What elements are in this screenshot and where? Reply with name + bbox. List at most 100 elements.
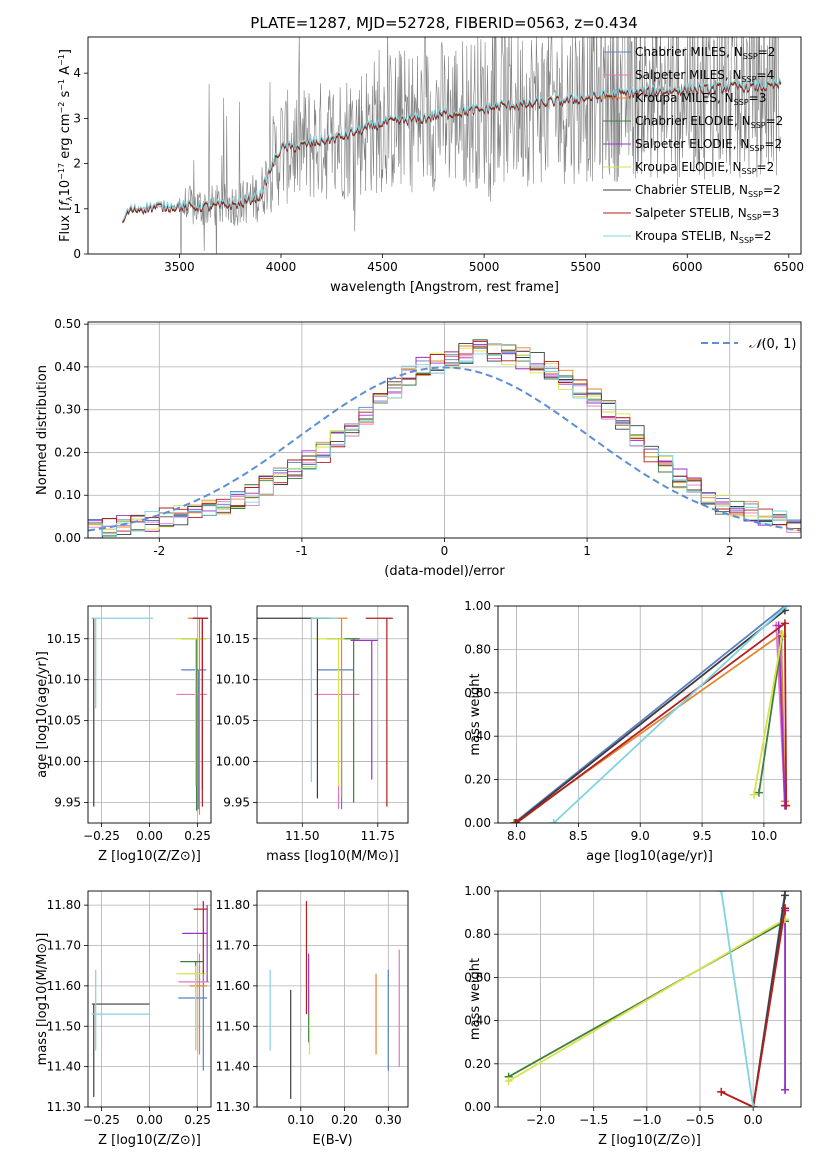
y-tick-label: 11.60 — [216, 979, 250, 993]
weight-line — [720, 908, 786, 1107]
plot-area — [498, 891, 801, 1107]
y-tick-label: 10.05 — [47, 714, 81, 728]
y-tick-label: 1.00 — [464, 599, 491, 613]
plot-area — [88, 322, 801, 538]
x-tick-label: 0.00 — [136, 1113, 163, 1127]
y-tick-label: 0.60 — [464, 686, 491, 700]
y-tick-label: 2 — [73, 157, 81, 171]
histogram-step — [88, 349, 801, 536]
y-tick-label: 0.30 — [54, 403, 81, 417]
y-tick-label: 11.50 — [216, 1019, 250, 1033]
plot-area — [257, 606, 408, 823]
y-tick-label: 0.40 — [464, 1014, 491, 1028]
spectrum-legend: Chabrier MILES, NSSP=2 Salpeter MILES, NS… — [603, 45, 783, 245]
weight-marker — [780, 619, 789, 628]
y-tick-label: 10.10 — [216, 673, 250, 687]
weight-marker — [511, 819, 520, 823]
x-tick-label: 0.10 — [287, 1113, 314, 1127]
x-tick-label: 9.0 — [631, 829, 650, 843]
x-tick-label: 0 — [441, 544, 449, 558]
legend-entry: Chabrier ELODIE, NSSP=2 — [635, 114, 783, 130]
panel-residuals: -2 -1 0 1 2 0.00 0.10 0.20 0.30 0.40 0.50 (data-mod… — [35, 317, 802, 579]
x-axis-label: E(B-V) — [312, 1133, 352, 1148]
x-tick-label: 0.20 — [331, 1113, 358, 1127]
y-axis-label: mass weight — [468, 958, 483, 1040]
y-tick-label: 0.20 — [464, 773, 491, 787]
y-axis-label: Normed distribution — [35, 365, 50, 495]
x-tick-label: 9.5 — [693, 829, 712, 843]
axes-frame — [87, 890, 212, 1108]
x-tick-label: 0.0 — [744, 1113, 763, 1127]
x-tick-label: 6500 — [774, 260, 805, 274]
y-tick-label: 11.80 — [216, 898, 250, 912]
plot-area — [88, 606, 211, 823]
x-tick-label: 4000 — [266, 260, 297, 274]
weight-line — [753, 634, 784, 795]
x-tick-label: 0.00 — [136, 829, 163, 843]
panel-age-vs-mass: 11.50 11.75 9.95 10.00 10.05 10.10 10.15 mass [… — [216, 605, 409, 864]
x-tick-label: 5500 — [570, 260, 601, 274]
legend-entry: Kroupa STELIB, NSSP=2 — [635, 229, 772, 245]
weight-line — [758, 636, 784, 793]
y-tick-label: 10.00 — [47, 755, 81, 769]
y-tick-label: 11.50 — [47, 1019, 81, 1033]
x-tick-label: 2 — [726, 544, 734, 558]
axes-frame — [256, 605, 409, 824]
y-tick-label: 0.40 — [54, 360, 81, 374]
x-axis-label: (data-model)/error — [384, 564, 505, 579]
y-tick-label: 11.70 — [47, 939, 81, 953]
x-tick-label: 0.25 — [184, 829, 211, 843]
x-tick-label: 10.0 — [751, 829, 778, 843]
y-tick-label: 0.00 — [464, 1100, 491, 1114]
y-tick-label: 1.00 — [464, 884, 491, 898]
legend-entry: Chabrier MILES, NSSP=2 — [635, 45, 775, 61]
weight-marker — [781, 1085, 790, 1094]
x-tick-label: 8.0 — [507, 829, 526, 843]
x-tick-label: 8.5 — [569, 829, 588, 843]
y-tick-label: 11.60 — [47, 979, 81, 993]
y-tick-label: 4 — [73, 66, 81, 80]
y-axis-label: mass [log10(M/M⊙)] — [35, 933, 50, 1066]
y-tick-label: 10.10 — [47, 673, 81, 687]
y-tick-label: 0.10 — [54, 488, 81, 502]
y-tick-label: 10.15 — [47, 632, 81, 646]
axes-frame — [87, 36, 802, 255]
y-axis-label: age [log10(age/yr)] — [35, 651, 50, 778]
y-tick-label: 11.30 — [216, 1100, 250, 1114]
y-tick-label: 0 — [73, 247, 81, 261]
x-tick-label: -2 — [153, 544, 165, 558]
weight-marker — [549, 819, 558, 823]
y-tick-label: 11.40 — [216, 1060, 250, 1074]
x-tick-label: 4500 — [367, 260, 398, 274]
panel-weight-vs-age: 8.0 8.5 9.0 9.5 10.0 0.00 0.20 0.40 0.60 0.80 1.00… — [464, 599, 802, 864]
y-tick-label: 10.00 — [216, 755, 250, 769]
panels: 3500 4000 4500 5000 5500 6000 6500 0 1 2 3 4 wavelen… — [35, 36, 805, 1148]
x-axis-label: Z [log10(Z/Z⊙)] — [98, 849, 201, 864]
x-axis-label: age [log10(age/yr)] — [586, 849, 713, 864]
x-tick-label: −0.25 — [83, 1113, 120, 1127]
y-tick-label: 0.50 — [54, 317, 81, 331]
weight-marker — [781, 904, 790, 913]
x-tick-label: 0.30 — [375, 1113, 402, 1127]
weight-marker — [512, 819, 521, 823]
weight-line — [720, 891, 755, 1107]
x-axis-label: Z [log10(Z/Z⊙)] — [98, 1133, 201, 1148]
weight-marker — [754, 788, 763, 797]
weight-marker — [749, 1103, 758, 1107]
weight-marker — [717, 891, 726, 895]
y-tick-label: 11.80 — [47, 898, 81, 912]
y-tick-label: 10.15 — [216, 632, 250, 646]
y-tick-label: 0.20 — [464, 1057, 491, 1071]
legend-entry: Kroupa MILES, NSSP=3 — [635, 91, 766, 107]
x-tick-label: 6000 — [672, 260, 703, 274]
plot-area — [122, 37, 782, 254]
x-tick-label: −0.25 — [83, 829, 120, 843]
legend-entry: Kroupa ELODIE, NSSP=2 — [635, 160, 774, 176]
weight-line — [777, 625, 786, 806]
x-tick-label: −1.5 — [579, 1113, 608, 1127]
model-line — [122, 77, 782, 221]
histogram-step — [88, 340, 801, 532]
x-axis-label: wavelength [Angstrom, rest frame] — [330, 280, 559, 295]
plot-area — [257, 891, 408, 1107]
